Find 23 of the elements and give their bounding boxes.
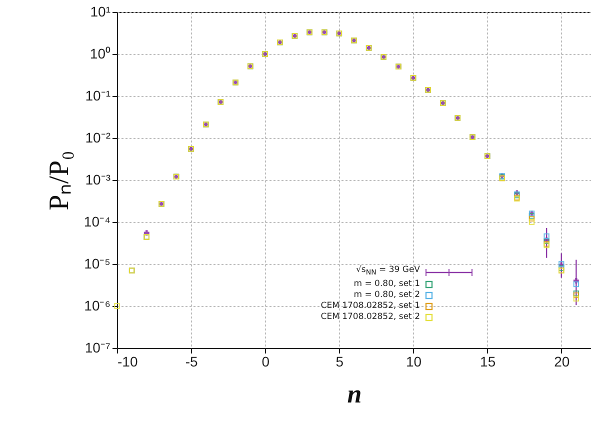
y-axis-title: Pₙ/P₀ [44, 150, 75, 210]
x-tick-label: 5 [336, 354, 344, 370]
x-tick-label: 0 [262, 354, 270, 370]
y-tick-label: 10⁰ [90, 46, 110, 62]
x-tick-label: -5 [185, 354, 198, 370]
x-tick-label: -10 [118, 354, 138, 370]
legend-label: CEM 1708.02852, set 2 [320, 312, 420, 323]
y-tick-label: 10⁻⁵ [84, 256, 110, 272]
y-tick-label: 10⁻² [85, 130, 111, 146]
x-axis-title: n [347, 380, 362, 408]
x-tick-label: 15 [480, 354, 496, 370]
y-tick-label: 10⁻¹ [85, 88, 111, 104]
x-tick-label: 10 [406, 354, 422, 370]
legend-label: m = 0.80, set 2 [354, 290, 420, 301]
y-tick-label: 10⁻³ [85, 172, 111, 188]
y-tick-label: 10⁻⁷ [84, 340, 110, 356]
legend-label: CEM 1708.02852, set 1 [320, 301, 420, 312]
y-tick-label: 10⁻⁴ [84, 214, 110, 230]
legend-label: m = 0.80, set 1 [354, 279, 420, 290]
legend-label: √s$_{NN}$ = 39 GeV [356, 265, 420, 279]
y-tick-label: 10¹ [90, 4, 111, 20]
x-tick-label: 20 [554, 354, 570, 370]
y-tick-label: 10⁻⁶ [84, 298, 110, 314]
